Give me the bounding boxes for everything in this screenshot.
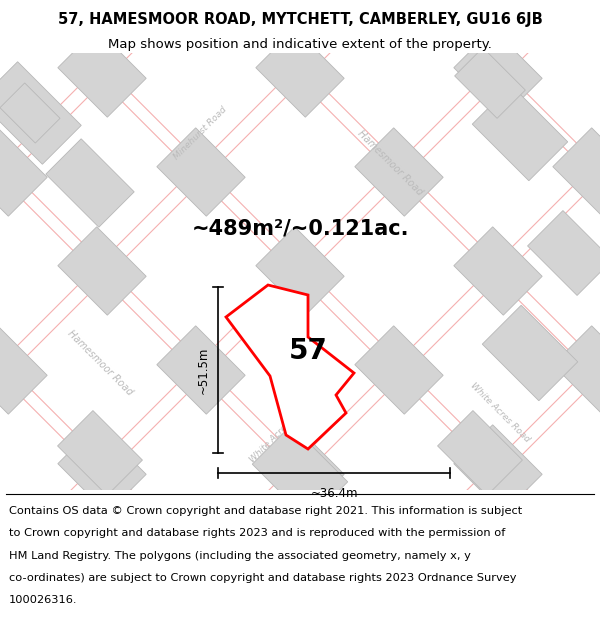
Polygon shape [472, 85, 568, 181]
Text: Minehurst Road: Minehurst Road [172, 105, 228, 161]
Text: ~51.5m: ~51.5m [197, 346, 210, 394]
Polygon shape [527, 211, 600, 296]
Text: Map shows position and indicative extent of the property.: Map shows position and indicative extent… [108, 38, 492, 51]
Text: Hamesmoor Road: Hamesmoor Road [355, 129, 425, 198]
Polygon shape [553, 0, 600, 18]
Text: Hamesmoor Road: Hamesmoor Road [65, 329, 134, 398]
Text: 57, HAMESMOOR ROAD, MYTCHETT, CAMBERLEY, GU16 6JB: 57, HAMESMOOR ROAD, MYTCHETT, CAMBERLEY,… [58, 12, 542, 27]
Text: to Crown copyright and database rights 2023 and is reproduced with the permissio: to Crown copyright and database rights 2… [9, 529, 505, 539]
Polygon shape [355, 127, 443, 216]
Polygon shape [355, 0, 443, 18]
Polygon shape [454, 622, 542, 625]
Polygon shape [0, 0, 524, 495]
Polygon shape [454, 425, 542, 513]
Polygon shape [553, 326, 600, 414]
Polygon shape [0, 0, 425, 396]
Text: White Acres Road: White Acres Road [248, 401, 311, 464]
Polygon shape [0, 83, 60, 143]
Polygon shape [454, 29, 542, 118]
Polygon shape [454, 227, 542, 315]
Polygon shape [256, 622, 344, 625]
Text: ~36.4m: ~36.4m [310, 487, 358, 500]
Polygon shape [252, 425, 348, 521]
Polygon shape [437, 411, 523, 496]
Polygon shape [157, 524, 245, 612]
Polygon shape [58, 29, 146, 118]
Text: ~489m²/~0.121ac.: ~489m²/~0.121ac. [191, 218, 409, 238]
Polygon shape [553, 127, 600, 216]
Text: co-ordinates) are subject to Crown copyright and database rights 2023 Ordnance S: co-ordinates) are subject to Crown copyr… [9, 573, 517, 583]
Polygon shape [256, 425, 344, 513]
Polygon shape [157, 127, 245, 216]
Polygon shape [0, 62, 81, 164]
Polygon shape [274, 245, 600, 625]
Polygon shape [175, 146, 600, 625]
Polygon shape [0, 246, 325, 625]
Polygon shape [482, 305, 578, 401]
Polygon shape [0, 326, 47, 414]
Polygon shape [0, 127, 47, 216]
Text: 57: 57 [289, 337, 328, 365]
Polygon shape [176, 0, 600, 396]
Polygon shape [0, 0, 47, 18]
Polygon shape [58, 227, 146, 315]
Polygon shape [256, 227, 344, 315]
Text: Contains OS data © Crown copyright and database right 2021. This information is : Contains OS data © Crown copyright and d… [9, 506, 522, 516]
Polygon shape [157, 0, 245, 18]
Text: 100026316.: 100026316. [9, 595, 77, 605]
Polygon shape [226, 285, 354, 449]
Polygon shape [0, 146, 424, 625]
Text: White Acres Road: White Acres Road [469, 381, 532, 444]
Polygon shape [553, 524, 600, 612]
Polygon shape [355, 326, 443, 414]
Polygon shape [355, 524, 443, 612]
Polygon shape [58, 425, 146, 513]
Polygon shape [0, 0, 600, 594]
Polygon shape [46, 139, 134, 228]
Polygon shape [77, 0, 600, 494]
Polygon shape [0, 48, 523, 625]
Polygon shape [157, 326, 245, 414]
Text: HM Land Registry. The polygons (including the associated geometry, namely x, y: HM Land Registry. The polygons (includin… [9, 551, 471, 561]
Polygon shape [58, 411, 142, 496]
Polygon shape [76, 47, 600, 625]
Polygon shape [455, 48, 526, 118]
Polygon shape [0, 524, 47, 612]
Polygon shape [256, 29, 344, 118]
Polygon shape [0, 0, 600, 594]
Polygon shape [58, 622, 146, 625]
